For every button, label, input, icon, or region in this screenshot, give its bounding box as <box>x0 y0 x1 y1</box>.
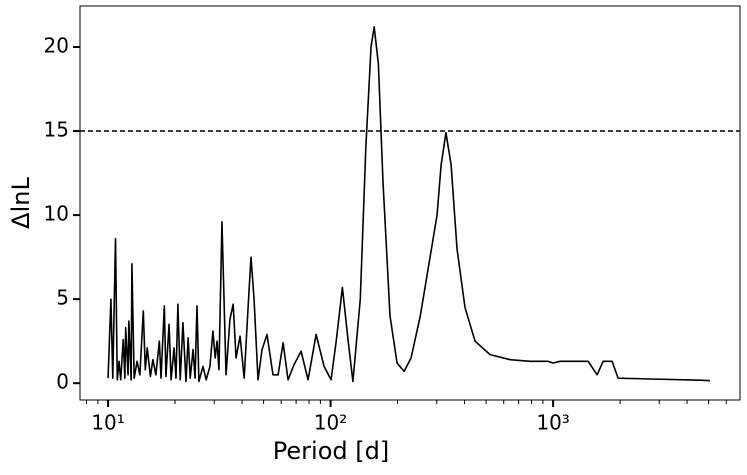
y-tick-label: 20 <box>44 34 69 58</box>
data-line <box>107 26 711 383</box>
y-tick-label: 15 <box>44 118 69 142</box>
y-tick-label: 0 <box>56 370 69 394</box>
y-axis-label: ΔlnL <box>7 177 35 229</box>
x-tick-label: 10³ <box>536 411 569 435</box>
x-axis-label: Period [d] <box>273 437 389 465</box>
x-tick-label: 10¹ <box>91 411 124 435</box>
plot-frame <box>79 5 741 401</box>
y-tick-label: 10 <box>44 202 69 226</box>
x-tick-label: 10² <box>314 411 347 435</box>
y-tick-label: 5 <box>56 286 69 310</box>
